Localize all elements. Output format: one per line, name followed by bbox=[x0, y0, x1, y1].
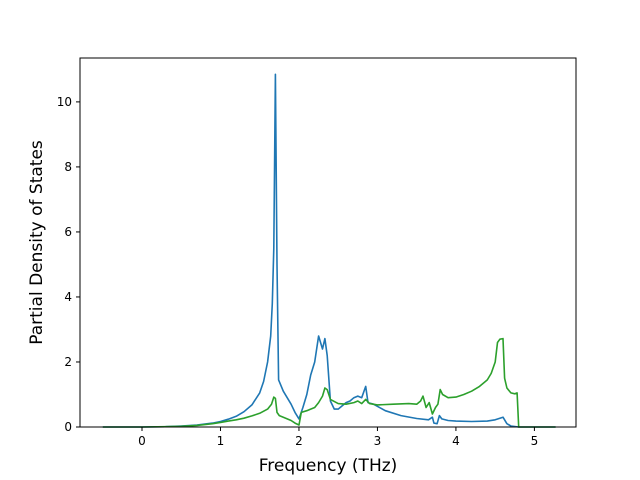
series-layer bbox=[102, 73, 556, 428]
y-tick-label: 6 bbox=[64, 225, 72, 239]
series-line-2 bbox=[102, 337, 556, 428]
y-tick-label: 8 bbox=[64, 160, 72, 174]
x-tick-label: 2 bbox=[295, 434, 303, 448]
x-axis: 0 1 2 3 4 5 bbox=[138, 427, 538, 448]
x-tick-label: 0 bbox=[138, 434, 146, 448]
x-tick-label: 4 bbox=[452, 434, 460, 448]
y-tick-label: 10 bbox=[57, 95, 72, 109]
x-tick-label: 3 bbox=[374, 434, 382, 448]
y-tick-label: 0 bbox=[64, 420, 72, 434]
y-axis-label: Partial Density of States bbox=[27, 140, 47, 345]
x-axis-label: Frequency (THz) bbox=[259, 456, 398, 476]
y-axis: 0 2 4 6 8 10 bbox=[57, 95, 80, 434]
x-tick-label: 5 bbox=[531, 434, 539, 448]
x-tick-label: 1 bbox=[217, 434, 225, 448]
series-line-1 bbox=[102, 73, 556, 428]
y-tick-label: 2 bbox=[64, 355, 72, 369]
plot-frame bbox=[79, 57, 577, 428]
y-tick-label: 4 bbox=[64, 290, 72, 304]
